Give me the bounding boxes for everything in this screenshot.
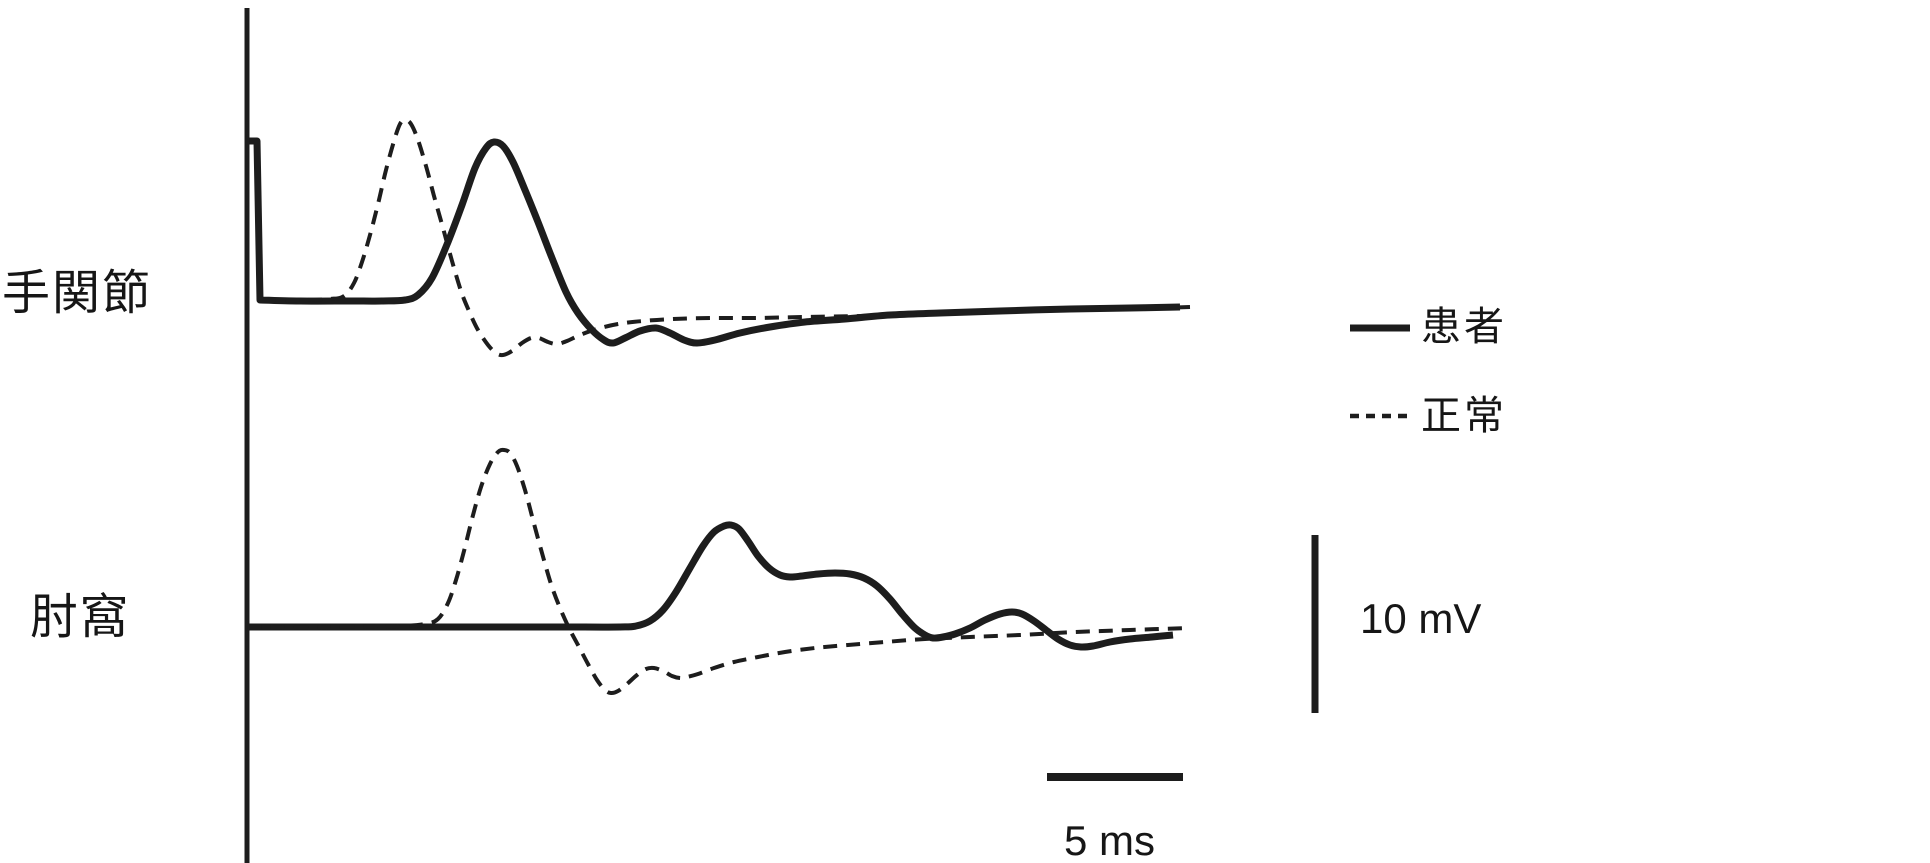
trace-wrist-normal	[261, 118, 1191, 358]
panel-label-wrist: 手関節	[2, 267, 153, 320]
panel-label-elbow: 肘窩	[30, 591, 131, 644]
legend-label-normal: 正常	[1421, 394, 1507, 438]
trace-wrist-patient	[249, 137, 1181, 347]
legend-label-patient: 患者	[1421, 305, 1507, 349]
trace-elbow-patient	[248, 521, 1174, 651]
time-scale-label: 5 ms	[1064, 817, 1156, 863]
amplitude-scale-label: 10 mV	[1360, 595, 1482, 642]
trace-elbow-normal	[247, 447, 1191, 696]
